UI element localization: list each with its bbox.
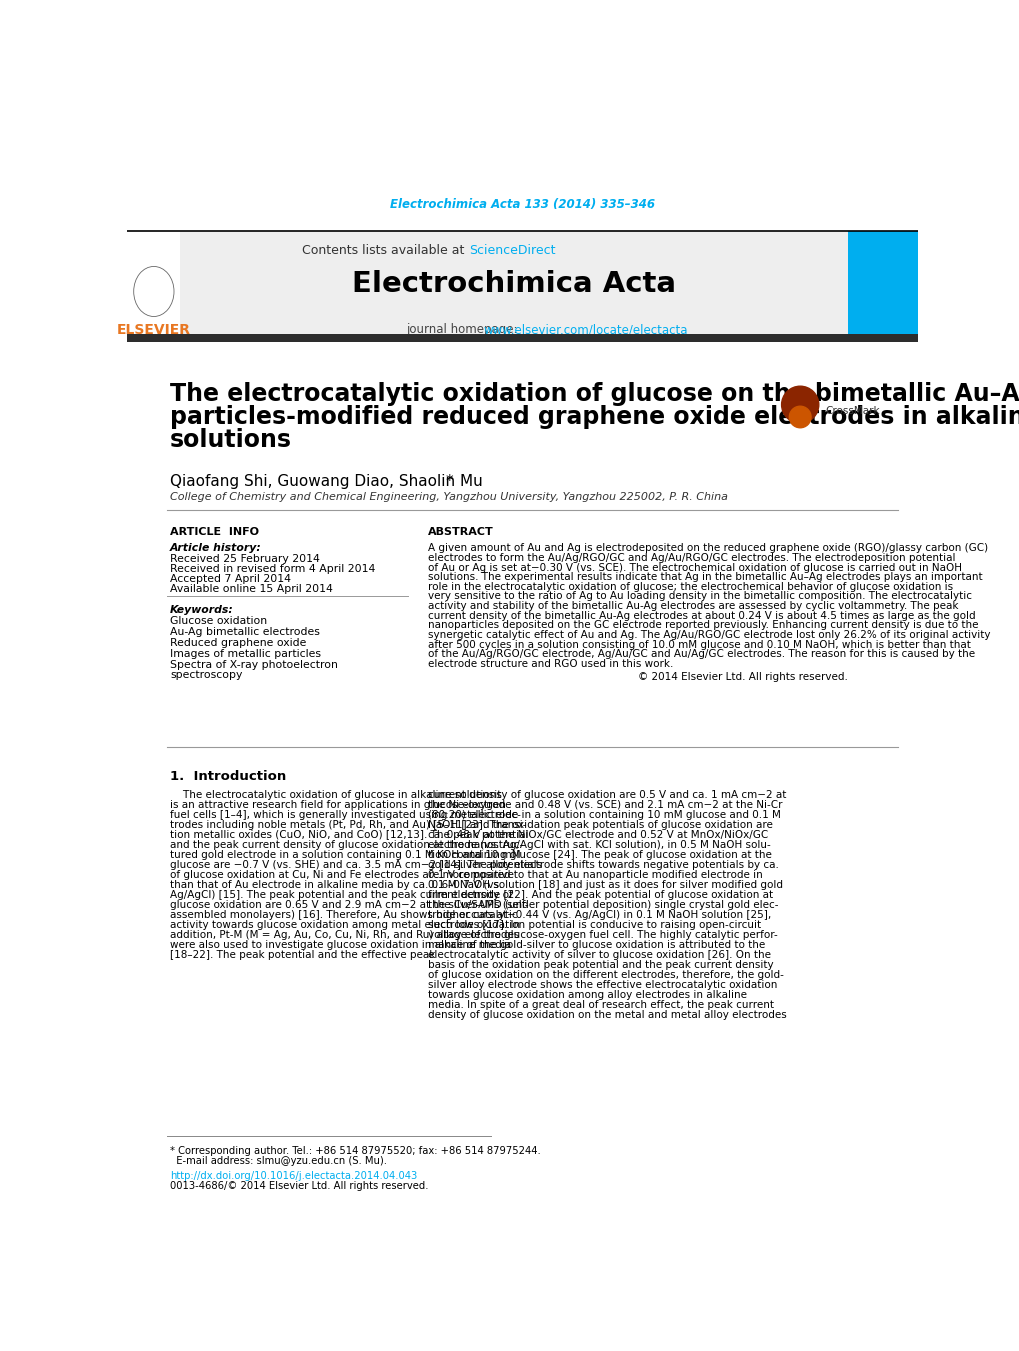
Text: Electrochimica Acta: Electrochimica Acta [352,270,676,297]
Text: of Au or Ag is set at−0.30 V (vs. SCE). The electrochemical oxidation of glucose: of Au or Ag is set at−0.30 V (vs. SCE). … [428,562,961,573]
Bar [127,231,180,339]
Text: Spectra of X-ray photoelectron: Spectra of X-ray photoelectron [170,659,337,670]
Text: electrodes to form the Au/Ag/RGO/GC and Ag/Au/RGO/GC electrodes. The electrodepo: electrodes to form the Au/Ag/RGO/GC and … [428,553,955,563]
Text: assembled monolayers) [16]. Therefore, Au shows higher catalytic: assembled monolayers) [16]. Therefore, A… [170,909,518,920]
Circle shape [781,386,818,423]
Bar [127,334,917,342]
Text: Glucose oxidation: Glucose oxidation [170,616,267,627]
Text: activity and stability of the bimetallic Au-Ag electrodes are assessed by cyclic: activity and stability of the bimetallic… [428,601,958,611]
Text: NaOH [23]. The oxidation peak potentials of glucose oxidation are: NaOH [23]. The oxidation peak potentials… [428,820,772,830]
Text: particles-modified reduced graphene oxide electrodes in alkaline: particles-modified reduced graphene oxid… [170,405,1019,428]
Text: E-mail address: slmu@yzu.edu.cn (S. Mu).: E-mail address: slmu@yzu.edu.cn (S. Mu). [170,1156,387,1166]
Text: after 500 cycles in a solution consisting of 10.0 mM glucose and 0.10 M NaOH, wh: after 500 cycles in a solution consistin… [428,639,970,650]
Text: Au-Ag bimetallic electrodes: Au-Ag bimetallic electrodes [170,627,320,638]
Text: http://dx.doi.org/10.1016/j.electacta.2014.04.043: http://dx.doi.org/10.1016/j.electacta.20… [170,1171,417,1181]
Text: ca. 0.48 V at the NiOx/GC electrode and 0.52 V at MnOx/NiOx/GC: ca. 0.48 V at the NiOx/GC electrode and … [428,830,767,840]
Text: film electrode [22]. And the peak potential of glucose oxidation at: film electrode [22]. And the peak potent… [428,890,772,900]
Text: Ag/AgCl) [15]. The peak potential and the peak current density of: Ag/AgCl) [15]. The peak potential and th… [170,890,513,900]
Bar [848,231,917,339]
Text: of glucose oxidation on the different electrodes, therefore, the gold-: of glucose oxidation on the different el… [428,970,784,979]
Text: Received in revised form 4 April 2014: Received in revised form 4 April 2014 [170,565,375,574]
Text: 0.1 V compared to that at Au nanoparticle modified electrode in: 0.1 V compared to that at Au nanoparticl… [428,870,762,880]
Text: media. In spite of a great deal of research effect, the peak current: media. In spite of a great deal of resea… [428,1000,773,1011]
Text: glucose oxidation are 0.65 V and 2.9 mA cm−2 at the Cu/SAMs (self-: glucose oxidation are 0.65 V and 2.9 mA … [170,900,528,909]
Text: tured gold electrode in a solution containing 0.1 M KOH and 10 mM: tured gold electrode in a solution conta… [170,850,521,859]
Text: towards glucose oxidation among alloy electrodes in alkaline: towards glucose oxidation among alloy el… [428,990,747,1000]
Text: www.elsevier.com/locate/electacta: www.elsevier.com/locate/electacta [484,323,688,336]
Text: A given amount of Au and Ag is electrodeposited on the reduced graphene oxide (R: A given amount of Au and Ag is electrode… [428,543,987,554]
Text: 0.1 M NaOH solution [18] and just as it does for silver modified gold: 0.1 M NaOH solution [18] and just as it … [428,880,783,890]
Text: *: * [445,474,452,489]
Text: [18–22]. The peak potential and the effective peak: [18–22]. The peak potential and the effe… [170,950,435,959]
Text: the silver-UPD (under potential deposition) single crystal gold elec-: the silver-UPD (under potential depositi… [428,900,777,909]
Text: Keywords:: Keywords: [170,605,233,615]
Text: Images of metallic particles: Images of metallic particles [170,648,321,659]
Bar [180,231,848,339]
Text: very sensitive to the ratio of Ag to Au loading density in the bimetallic compos: very sensitive to the ratio of Ag to Au … [428,592,971,601]
Text: Article history:: Article history: [170,543,262,554]
Text: solutions: solutions [170,428,291,451]
Text: is an attractive research field for applications in glucose-oxygen: is an attractive research field for appl… [170,800,505,809]
Text: 1.  Introduction: 1. Introduction [170,770,286,784]
Text: (80:20) electrode in a solution containing 10 mM glucose and 0.1 M: (80:20) electrode in a solution containi… [428,809,781,820]
Text: * Corresponding author. Tel.: +86 514 87975520; fax: +86 514 87975244.: * Corresponding author. Tel.: +86 514 87… [170,1146,540,1156]
Text: of the Au/Ag/RGO/GC electrode, Ag/Au/GC and Au/Ag/GC electrodes. The reason for : of the Au/Ag/RGO/GC electrode, Ag/Au/GC … [428,648,974,659]
Text: spectroscopy: spectroscopy [170,670,243,681]
Text: of glucose oxidation at Cu, Ni and Fe electrodes are more positive: of glucose oxidation at Cu, Ni and Fe el… [170,870,514,880]
Text: journal homepage:: journal homepage: [407,323,522,336]
Text: Qiaofang Shi, Guowang Diao, Shaolin Mu: Qiaofang Shi, Guowang Diao, Shaolin Mu [170,474,482,489]
Text: nanoparticles deposited on the GC electrode reported previously. Enhancing curre: nanoparticles deposited on the GC electr… [428,620,978,631]
Text: the Ni electrode and 0.48 V (vs. SCE) and 2.1 mA cm−2 at the Ni-Cr: the Ni electrode and 0.48 V (vs. SCE) an… [428,800,782,809]
Text: silver alloy electrode shows the effective electrocatalytic oxidation: silver alloy electrode shows the effecti… [428,979,776,990]
Text: solutions. The experimental results indicate that Ag in the bimetallic Au–Ag ele: solutions. The experimental results indi… [428,571,982,582]
Text: Available online 15 April 2014: Available online 15 April 2014 [170,584,332,594]
Text: electrocatalytic activity of silver to glucose oxidation [26]. On the: electrocatalytic activity of silver to g… [428,950,770,959]
Text: trode occurs at−0.44 V (vs. Ag/AgCl) in 0.1 M NaOH solution [25],: trode occurs at−0.44 V (vs. Ag/AgCl) in … [428,909,770,920]
Text: Reduced graphene oxide: Reduced graphene oxide [170,638,306,648]
Text: were also used to investigate glucose oxidation in alkaline media: were also used to investigate glucose ox… [170,940,511,950]
Text: 0013-4686/© 2014 Elsevier Ltd. All rights reserved.: 0013-4686/© 2014 Elsevier Ltd. All right… [170,1181,428,1190]
Text: role in the electrocatalytic oxidation of glucose; the electrochemical behavior : role in the electrocatalytic oxidation o… [428,582,953,592]
Text: fuel cells [1–4], which is generally investigated using metallic elec-: fuel cells [1–4], which is generally inv… [170,809,521,820]
Text: Accepted 7 April 2014: Accepted 7 April 2014 [170,574,290,584]
Circle shape [789,407,810,428]
Text: mance of the gold-silver to glucose oxidation is attributed to the: mance of the gold-silver to glucose oxid… [428,940,764,950]
Text: Electrochimica Acta 133 (2014) 335–346: Electrochimica Acta 133 (2014) 335–346 [390,199,654,211]
Text: tion containing glucose [24]. The peak of glucose oxidation at the: tion containing glucose [24]. The peak o… [428,850,771,859]
Text: density of glucose oxidation on the metal and metal alloy electrodes: density of glucose oxidation on the meta… [428,1011,787,1020]
Text: than that of Au electrode in alkaline media by ca. 0.6–0.7 V (vs.: than that of Au electrode in alkaline me… [170,880,502,890]
Text: Contents lists available at: Contents lists available at [302,245,468,257]
Text: The electrocatalytic oxidation of glucose in alkaline solutions: The electrocatalytic oxidation of glucos… [170,790,501,800]
Text: voltage of the glucose-oxygen fuel cell. The highly catalytic perfor-: voltage of the glucose-oxygen fuel cell.… [428,929,777,940]
Text: Received 25 February 2014: Received 25 February 2014 [170,554,320,565]
Text: gold-silver alloy electrode shifts towards negative potentials by ca.: gold-silver alloy electrode shifts towar… [428,859,779,870]
Text: synergetic catalytic effect of Au and Ag. The Ag/Au/RGO/GC electrode lost only 2: synergetic catalytic effect of Au and Ag… [428,630,989,640]
Text: The electrocatalytic oxidation of glucose on the bimetallic Au–Ag: The electrocatalytic oxidation of glucos… [170,381,1019,405]
Text: current density of glucose oxidation are 0.5 V and ca. 1 mA cm−2 at: current density of glucose oxidation are… [428,790,786,800]
Text: ABSTRACT: ABSTRACT [428,527,493,538]
Text: ELSEVIER: ELSEVIER [117,323,191,336]
Text: current density of the bimetallic Au-Ag electrodes at about 0.24 V is about 4.5 : current density of the bimetallic Au-Ag … [428,611,975,620]
Text: such low oxidation potential is conducive to raising open-circuit: such low oxidation potential is conduciv… [428,920,760,929]
Text: electrode (vs. Ag/AgCl with sat. KCl solution), in 0.5 M NaOH solu-: electrode (vs. Ag/AgCl with sat. KCl sol… [428,840,770,850]
Text: © 2014 Elsevier Ltd. All rights reserved.: © 2014 Elsevier Ltd. All rights reserved… [638,673,848,682]
Text: trodes including noble metals (Pt, Pd, Rh, and Au) [5–11] and transi-: trodes including noble metals (Pt, Pd, R… [170,820,526,830]
Text: activity towards glucose oxidation among metal electrodes [17]. In: activity towards glucose oxidation among… [170,920,520,929]
Text: ARTICLE  INFO: ARTICLE INFO [170,527,259,538]
Text: addition, Pt-M (M = Ag, Au, Co, Cu, Ni, Rh, and Ru) alloy electrodes: addition, Pt-M (M = Ag, Au, Co, Cu, Ni, … [170,929,519,940]
Text: CrossMark: CrossMark [824,405,878,416]
Text: tion metallic oxides (CuO, NiO, and CoO) [12,13]. The peak potential: tion metallic oxides (CuO, NiO, and CoO)… [170,830,528,840]
Text: glucose are −0.7 V (vs. SHE) and ca. 3.5 mA cm−2 [14]. The potentials: glucose are −0.7 V (vs. SHE) and ca. 3.5… [170,859,542,870]
Text: College of Chemistry and Chemical Engineering, Yangzhou University, Yangzhou 225: College of Chemistry and Chemical Engine… [170,492,728,501]
Text: ScienceDirect: ScienceDirect [469,245,555,257]
Text: basis of the oxidation peak potential and the peak current density: basis of the oxidation peak potential an… [428,959,773,970]
Text: and the peak current density of glucose oxidation at the nanostruc-: and the peak current density of glucose … [170,840,523,850]
Text: electrode structure and RGO used in this work.: electrode structure and RGO used in this… [428,659,673,669]
